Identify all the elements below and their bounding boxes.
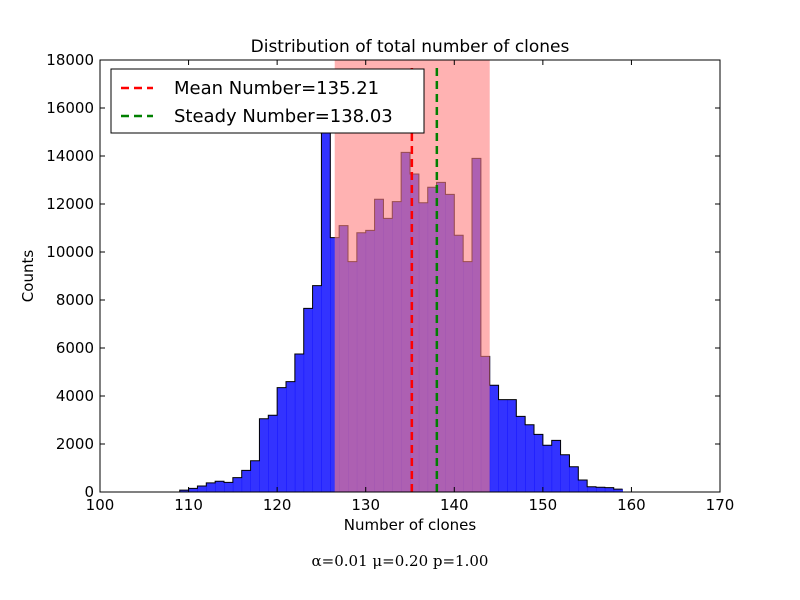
histogram-bar [259, 418, 269, 492]
x-axis-label: Number of clones [344, 516, 477, 534]
x-tick-label: 160 [617, 496, 646, 514]
histogram-bar [587, 486, 597, 492]
histogram-bar [294, 354, 305, 492]
plot-area: 100 110 120 130 140 150 160 170 0 2000 4000 6000 800… [46, 51, 734, 514]
histogram-bar [613, 489, 623, 492]
histogram-bar [542, 445, 553, 492]
y-tick-label: 14000 [46, 147, 94, 165]
histogram-bar [604, 487, 615, 492]
x-tick-label: 150 [529, 496, 558, 514]
x-tick-label: 140 [440, 496, 469, 514]
histogram-bar [215, 481, 225, 492]
histogram-bar [206, 482, 216, 492]
histogram-bar [250, 460, 260, 492]
histogram-bar [277, 387, 287, 492]
histogram-bar [241, 470, 251, 492]
histogram-bar [312, 285, 322, 492]
x-tick-label: 120 [263, 496, 292, 514]
y-tick-label: 10000 [46, 243, 94, 261]
histogram-bar [534, 434, 544, 492]
parameter-caption: α=0.01 μ=0.20 p=1.00 [311, 552, 489, 570]
x-tick-label: 130 [351, 496, 380, 514]
y-tick-label: 2000 [56, 435, 94, 453]
histogram-bar [224, 482, 234, 492]
legend: Mean Number=135.21 Steady Number=138.03 [110, 68, 425, 134]
x-tick-label: 100 [86, 496, 115, 514]
axes-frame [99, 59, 721, 493]
histogram-bar [489, 385, 499, 492]
histogram-bar [525, 424, 535, 492]
x-tick-label: 170 [706, 496, 735, 514]
y-tick-label: 0 [84, 483, 94, 501]
histogram-bar [268, 415, 278, 492]
chart-title: Distribution of total number of clones [251, 37, 570, 57]
histogram-bar [578, 480, 588, 492]
histogram-bar [188, 488, 198, 492]
histogram-bar [286, 381, 296, 492]
y-tick-label: 8000 [56, 291, 94, 309]
histogram-bar [303, 308, 313, 492]
legend-label: Mean Number=135.21 [174, 78, 379, 99]
histogram-bar [197, 486, 207, 492]
histogram-bar [569, 466, 579, 492]
legend-label: Steady Number=138.03 [174, 106, 393, 127]
histogram-bar [560, 454, 570, 492]
histogram-bar [179, 490, 189, 492]
legend-box [110, 68, 425, 134]
histogram-bar [321, 117, 331, 492]
y-tick-label: 6000 [56, 339, 94, 357]
y-tick-label: 16000 [46, 99, 94, 117]
histogram-bar [516, 416, 526, 492]
histogram-bar [232, 477, 243, 492]
histogram-bar [596, 487, 606, 492]
histogram-bar [551, 440, 561, 492]
y-tick-label: 18000 [46, 51, 94, 69]
y-tick-label: 4000 [56, 387, 94, 405]
y-axis-label: Counts [19, 250, 37, 303]
x-tick-label: 110 [174, 496, 203, 514]
y-tick-label: 12000 [46, 195, 94, 213]
histogram-bar [498, 399, 508, 492]
histogram-bar [507, 399, 517, 492]
